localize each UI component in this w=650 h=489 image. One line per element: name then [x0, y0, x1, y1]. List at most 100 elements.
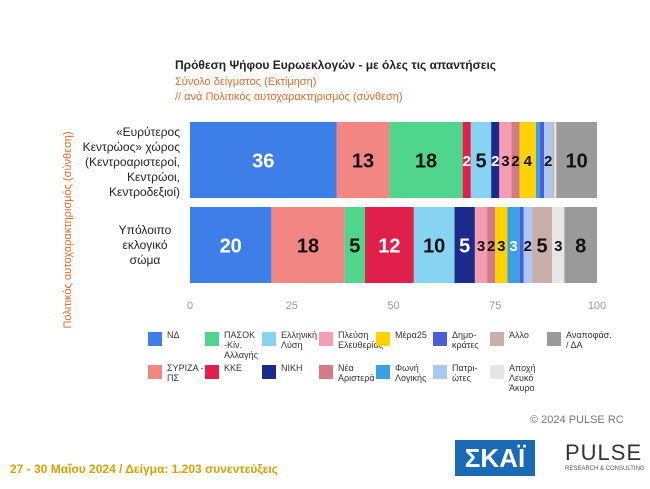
- legend-swatch: [148, 365, 162, 379]
- bar-segment: [511, 122, 520, 198]
- data-label: 3: [501, 153, 509, 170]
- data-label: 5: [349, 235, 360, 257]
- data-label: 5: [475, 150, 486, 172]
- bar-segment: [554, 122, 557, 198]
- bar-segment: [507, 207, 520, 283]
- bar-segment: [271, 207, 345, 283]
- subtitle: Σύνολο δείγματος (Εκτίμηση): [175, 76, 317, 88]
- copyright: © 2024 PULSE RC: [530, 414, 624, 426]
- legend-swatch: [490, 332, 504, 346]
- bar-segment: [495, 207, 508, 283]
- logo: ΣΚΑΪ: [455, 440, 535, 476]
- category-label: Υπόλοιπο εκλογικό σώμα: [118, 223, 172, 267]
- data-label: 2: [487, 238, 495, 255]
- legend-swatch: [490, 365, 504, 379]
- bar-segment: [564, 207, 597, 283]
- legend-swatch: [148, 332, 162, 346]
- data-label: 2: [544, 153, 552, 170]
- legend-label: Πατρι-ώτες: [452, 363, 478, 383]
- data-label: 4: [524, 153, 533, 170]
- bar-segment: [499, 122, 512, 198]
- data-label: 2: [491, 153, 499, 170]
- x-tick-label: 100: [588, 300, 606, 312]
- bar-segment: [365, 207, 414, 283]
- bar-segment: [540, 122, 545, 198]
- legend-swatch: [547, 332, 561, 346]
- legend-label: ΠΑΣΟΚ -Κίν. Αλλαγής: [224, 330, 258, 360]
- data-label: 5: [536, 235, 547, 257]
- bar-segment: [552, 122, 555, 198]
- data-label: 18: [297, 235, 319, 257]
- data-label: 3: [477, 238, 485, 255]
- logo-sub: RESEARCH & CONSULTING: [565, 466, 645, 472]
- bar-segment: [474, 207, 488, 283]
- legend-label: Νέα Αριστερά: [338, 363, 375, 383]
- bar-segment: [470, 122, 492, 198]
- data-label: 5: [459, 235, 470, 257]
- bar-segment: [389, 122, 463, 198]
- bar-segment: [190, 122, 337, 198]
- bar-segment: [413, 207, 455, 283]
- legend-label: Μέρα25: [395, 330, 427, 340]
- legend-label: Αναποφάσ. / ΔΑ: [566, 330, 612, 350]
- legend-swatch: [319, 332, 333, 346]
- x-tick-label: 50: [387, 300, 399, 312]
- data-label: 3: [554, 238, 562, 255]
- bar-segment: [523, 207, 532, 283]
- title: Πρόθεση Ψήφου Ευρωεκλογών - με όλες τις …: [175, 58, 497, 72]
- data-label: 36: [252, 150, 274, 172]
- legend-label: Ελληνική Λύση: [281, 330, 318, 350]
- bar-segment: [544, 122, 553, 198]
- data-label: 3: [509, 238, 517, 255]
- bar-segment: [519, 207, 524, 283]
- x-tick-label: 75: [489, 300, 501, 312]
- legend-label: ΣΥΡΙΖΑ - ΠΣ: [167, 363, 204, 383]
- legend-swatch: [205, 332, 219, 346]
- bar-segment: [531, 207, 553, 283]
- bar-segment: [336, 122, 390, 198]
- legend-swatch: [433, 332, 447, 346]
- bar-segment: [454, 207, 475, 283]
- footer: 27 - 30 Μαΐου 2024 / Δείγμα: 1.203 συνεν…: [10, 462, 278, 476]
- bar-segment: [519, 122, 536, 198]
- data-label: 10: [423, 235, 445, 257]
- logo: PULSE: [565, 440, 643, 465]
- bar-segment: [491, 122, 500, 198]
- bar-segment: [552, 207, 565, 283]
- legend-label: Αποχή Λευκό Άκυρο: [509, 363, 536, 393]
- legend-swatch: [262, 365, 276, 379]
- x-tick-label: 25: [286, 300, 298, 312]
- legend-label: ΝΔ: [167, 330, 180, 340]
- data-label: 10: [566, 150, 588, 172]
- data-label: 12: [378, 235, 400, 257]
- data-label: 8: [575, 235, 586, 257]
- subtitle: // ανά Πολιτικός αυτοχαρακτηρισμός (σύνθ…: [175, 91, 403, 103]
- legend-label: Δημο-κράτες: [452, 330, 479, 350]
- legend-label: Φωνή Λογικής: [395, 363, 427, 383]
- category-label: «Ευρύτερος Κεντρώος» χώρος (Κεντροαριστε…: [82, 125, 180, 199]
- x-tick-label: 0: [187, 300, 193, 312]
- bar-segment: [462, 122, 471, 198]
- legend-label: Πλεύση Ελευθερίας: [338, 330, 384, 350]
- data-label: 2: [463, 153, 471, 170]
- data-label: 13: [352, 150, 374, 172]
- legend-swatch: [205, 365, 219, 379]
- data-label: 3: [497, 238, 505, 255]
- legend-label: ΚΚΕ: [224, 363, 243, 373]
- data-label: 2: [511, 153, 519, 170]
- legend-label: Άλλο: [509, 330, 529, 340]
- bar-segment: [487, 207, 496, 283]
- bar-segment: [535, 122, 541, 198]
- legend-swatch: [376, 332, 390, 346]
- legend-swatch: [319, 365, 333, 379]
- legend-label: ΝΙΚΗ: [281, 363, 303, 373]
- bar-segment: [190, 207, 272, 283]
- data-label: 2: [524, 238, 532, 255]
- data-label: 18: [415, 150, 437, 172]
- bar-segment: [556, 122, 597, 198]
- bar-segment: [344, 207, 366, 283]
- legend-swatch: [376, 365, 390, 379]
- legend-swatch: [262, 332, 276, 346]
